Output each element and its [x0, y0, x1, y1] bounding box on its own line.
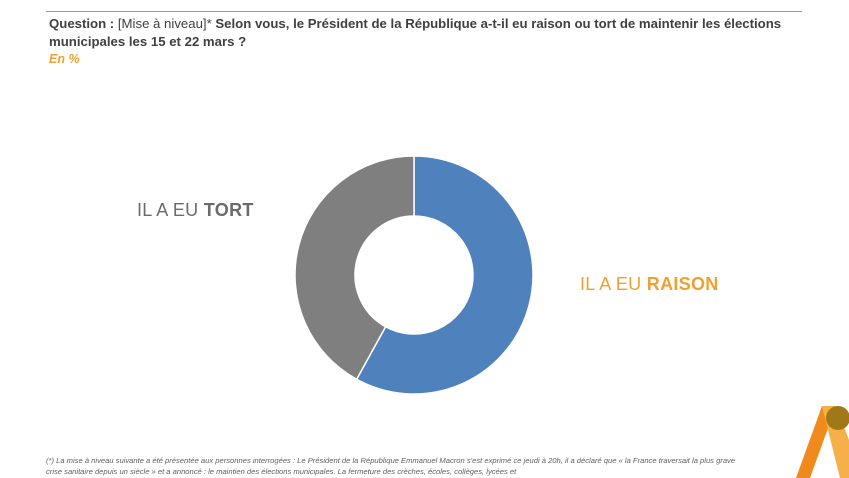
- slice-tort: [294, 155, 415, 381]
- slice-raison: [355, 155, 534, 395]
- legend-raison-emphasis: RAISON: [646, 274, 719, 294]
- top-divider: [46, 11, 802, 12]
- question-text: Selon vous, le Président de la Républiqu…: [49, 16, 782, 49]
- donut-slices: [294, 155, 534, 395]
- legend-raison-prefix: IL A EU: [580, 274, 642, 294]
- legend-tort-prefix: IL A EU: [137, 200, 199, 220]
- question-heading: Question : [Mise à niveau]* Selon vous, …: [49, 15, 789, 51]
- legend-label-tort: IL A EU TORT: [137, 200, 254, 221]
- legend-label-raison: IL A EU RAISON: [580, 274, 719, 295]
- unit-label: En %: [49, 52, 80, 66]
- footnote: (*) La mise à niveau suivante a été prés…: [46, 456, 736, 476]
- legend-tort-emphasis: TORT: [203, 200, 254, 220]
- question-tag: [Mise à niveau]*: [117, 16, 212, 31]
- brand-logo-icon: [796, 406, 849, 478]
- question-label: Question :: [49, 16, 115, 31]
